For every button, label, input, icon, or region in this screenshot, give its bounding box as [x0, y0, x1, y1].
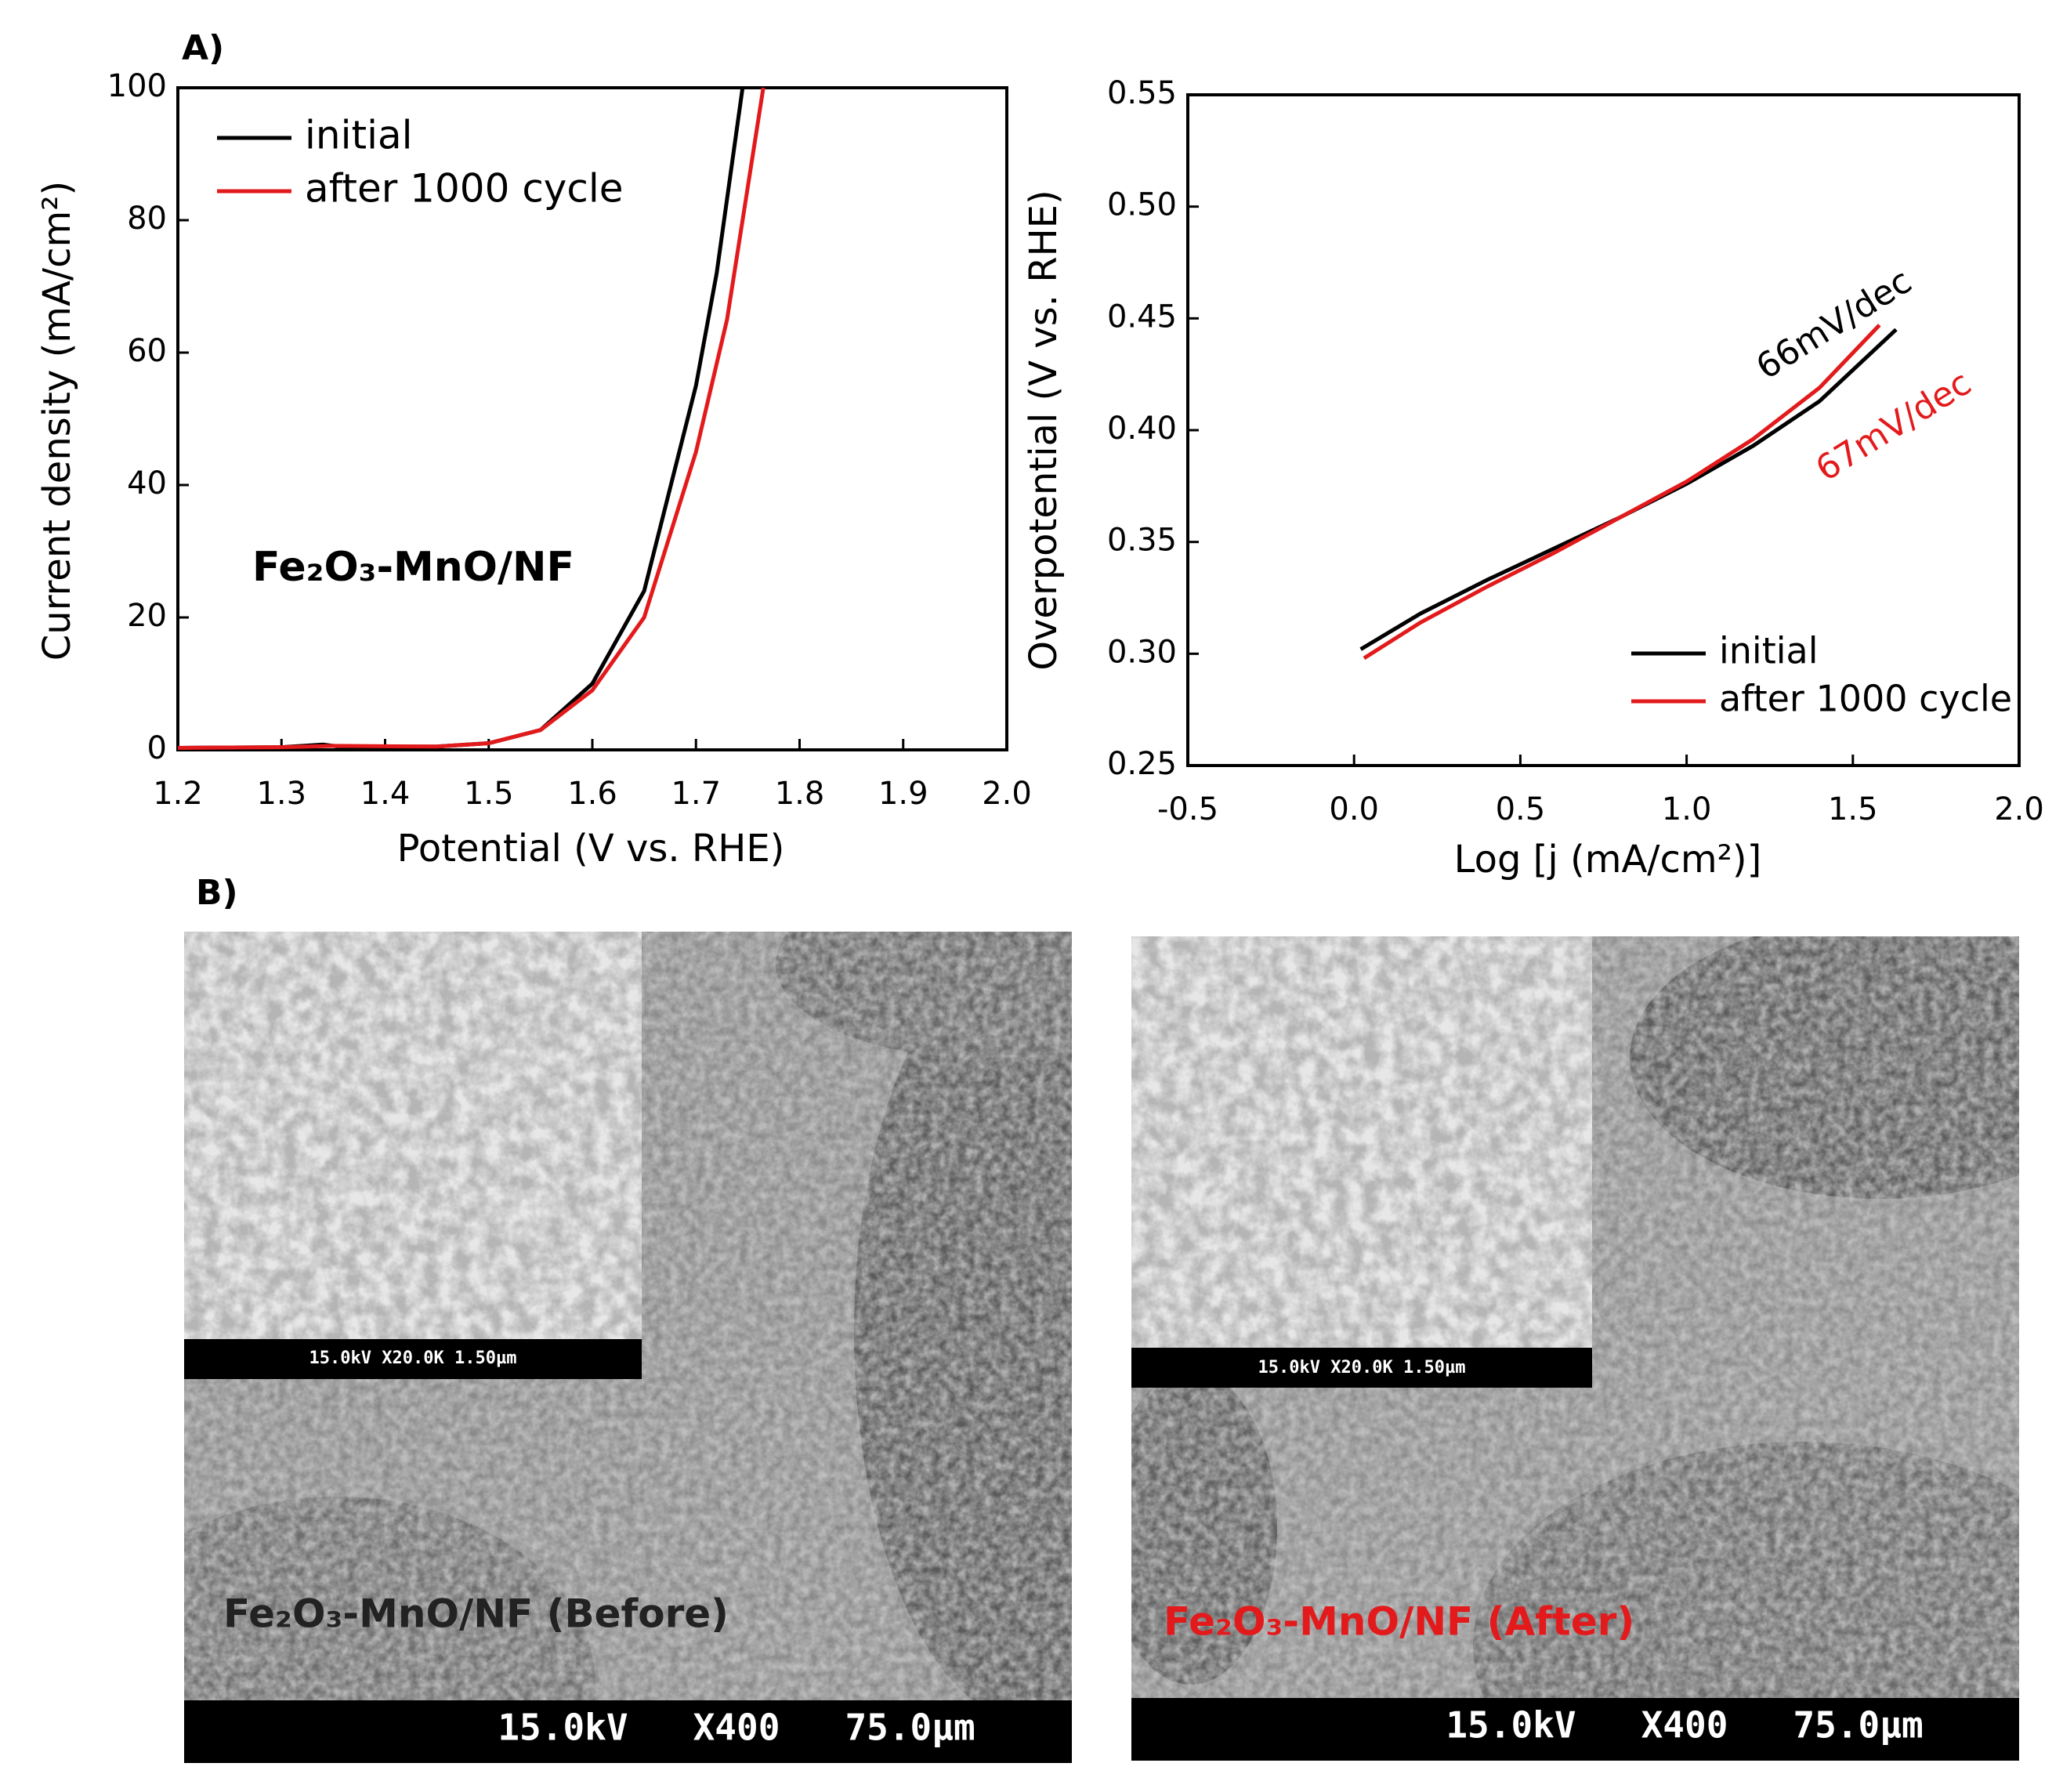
- x-tick-label: 1.7: [671, 776, 721, 812]
- x-tick-label: 1.0: [1662, 791, 1712, 827]
- panel-label: B): [196, 873, 238, 913]
- y-tick-label: 80: [127, 201, 167, 237]
- scale-bar: 15.0kV X400 75.0µm: [498, 1707, 975, 1749]
- annotation: Fe₂O₃-MnO/NF: [252, 544, 574, 591]
- x-tick-label: 2.0: [982, 776, 1032, 812]
- x-tick-label: -0.5: [1157, 791, 1218, 827]
- y-tick-label: 0.25: [1107, 746, 1177, 782]
- inset-scale-bar: 15.0kV X20.0K 1.50µm: [1258, 1358, 1466, 1377]
- x-tick-label: 1.9: [878, 776, 928, 812]
- sem-image: [1131, 936, 2019, 1761]
- sem-image: [184, 932, 1072, 1763]
- x-axis-label: Log [j (mA/cm²)]: [1454, 838, 1762, 882]
- legend-label: after 1000 cycle: [1719, 678, 2012, 720]
- y-tick-label: 0.55: [1107, 75, 1177, 111]
- legend-label: after 1000 cycle: [305, 166, 624, 212]
- y-tick-label: 0.50: [1107, 187, 1177, 223]
- y-tick-label: 60: [127, 333, 167, 369]
- x-tick-label: 1.5: [1828, 791, 1878, 827]
- y-tick-label: 20: [127, 598, 167, 634]
- data-line: [1363, 324, 1881, 661]
- legend-label: initial: [305, 113, 413, 158]
- inset-scale-bar: 15.0kV X20.0K 1.50µm: [309, 1349, 517, 1368]
- x-tick-label: 1.2: [153, 776, 203, 812]
- x-axis-label: Potential (V vs. RHE): [397, 827, 785, 871]
- image-caption: Fe₂O₃-MnO/NF (After): [1164, 1599, 1634, 1645]
- annotation: 67mV/dec: [1809, 363, 1978, 489]
- scale-bar: 15.0kV X400 75.0µm: [1446, 1704, 1923, 1747]
- y-tick-label: 0: [147, 730, 167, 766]
- y-axis-label: Overpotential (V vs. RHE): [1022, 190, 1066, 670]
- x-tick-label: 0.0: [1329, 791, 1379, 827]
- x-tick-label: 1.8: [775, 776, 825, 812]
- annotation: 66mV/dec: [1750, 261, 1919, 387]
- data-line: [177, 87, 765, 750]
- y-tick-label: 40: [127, 465, 167, 501]
- image-caption: Fe₂O₃-MnO/NF (Before): [223, 1591, 729, 1637]
- x-tick-label: 1.3: [256, 776, 306, 812]
- y-tick-label: 100: [107, 68, 167, 104]
- y-axis-label: Current density (mA/cm²): [35, 181, 79, 661]
- x-tick-label: 1.6: [567, 776, 617, 812]
- x-tick-label: 1.4: [360, 776, 411, 812]
- y-tick-label: 0.30: [1107, 634, 1177, 670]
- data-line: [1359, 328, 1898, 651]
- y-tick-label: 0.45: [1107, 299, 1177, 335]
- x-tick-label: 2.0: [1994, 791, 2044, 827]
- x-tick-label: 1.5: [464, 776, 514, 812]
- y-tick-label: 0.40: [1107, 411, 1177, 447]
- y-tick-label: 0.35: [1107, 523, 1177, 559]
- x-tick-label: 0.5: [1496, 791, 1546, 827]
- legend-label: initial: [1719, 630, 1819, 672]
- panel-label: A): [182, 28, 224, 68]
